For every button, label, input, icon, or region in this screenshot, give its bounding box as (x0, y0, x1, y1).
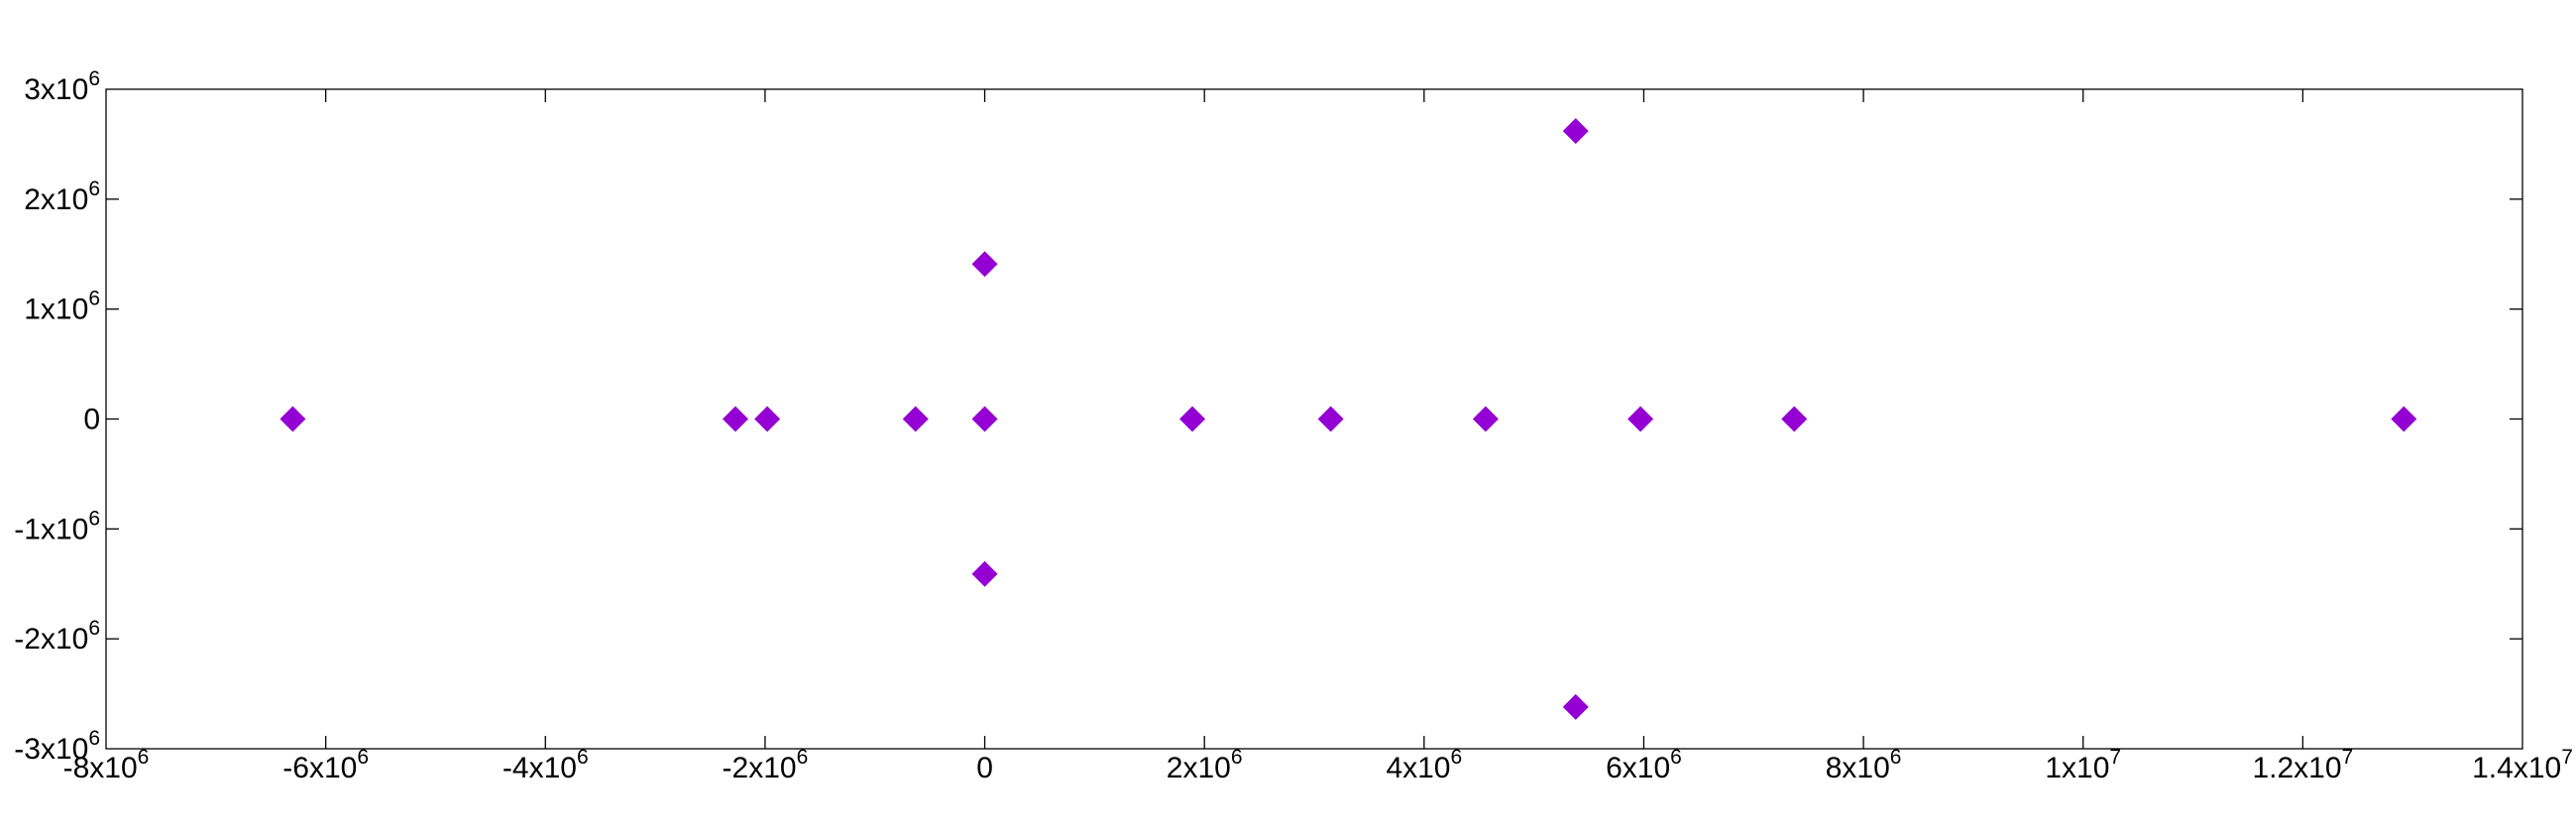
y-tick-label: 0 (83, 404, 100, 436)
data-point-diamond (754, 406, 781, 432)
data-point-diamond (1562, 118, 1589, 145)
y-tick-label: 3x106 (24, 67, 100, 106)
x-tick-label: -6x106 (282, 746, 369, 784)
data-point-diamond (971, 406, 998, 432)
x-tick-label: 4x106 (1386, 746, 1462, 784)
axis-ticks (106, 89, 2522, 749)
x-tick-label: 0 (976, 752, 993, 784)
x-tick-label: -4x106 (503, 746, 589, 784)
y-tick-labels: 3x106 2x106 1x106 0 -1x106 -2x106 -3x106 (14, 67, 100, 766)
data-point-diamond (971, 560, 998, 587)
data-point-diamond (280, 406, 306, 432)
y-tick-label: 1x106 (24, 288, 100, 326)
data-point-diamond (1627, 406, 1654, 432)
data-point-diamond (971, 251, 998, 278)
y-tick-label: -2x106 (14, 617, 100, 656)
plot-frame (105, 88, 2523, 750)
x-tick-label: 1.2x107 (2252, 746, 2353, 784)
data-point-diamond (1317, 406, 1344, 432)
x-tick-label: -8x106 (63, 746, 150, 784)
data-point-diamond (1781, 406, 1808, 432)
x-tick-label: 1.4x107 (2472, 746, 2573, 784)
x-tick-labels: -8x106 -6x106 -4x106 -2x106 0 2x106 4x106 6x106… (63, 746, 2573, 784)
data-points (280, 118, 2417, 720)
x-tick-label: 8x106 (1826, 746, 1902, 784)
y-tick-label: -3x106 (14, 727, 100, 766)
y-tick-label: -1x106 (14, 507, 100, 545)
data-point-diamond (722, 406, 748, 432)
x-tick-label: 6x106 (1606, 746, 1682, 784)
data-point-diamond (902, 406, 929, 432)
x-tick-label: 1x107 (2045, 746, 2121, 784)
y-tick-label: 2x106 (24, 178, 100, 216)
data-point-diamond (1472, 406, 1499, 432)
data-point-diamond (1562, 693, 1589, 720)
data-point-diamond (1178, 406, 1205, 432)
data-point-diamond (2391, 406, 2417, 432)
x-tick-label: -2x106 (723, 746, 809, 784)
x-tick-label: 2x106 (1167, 746, 1243, 784)
